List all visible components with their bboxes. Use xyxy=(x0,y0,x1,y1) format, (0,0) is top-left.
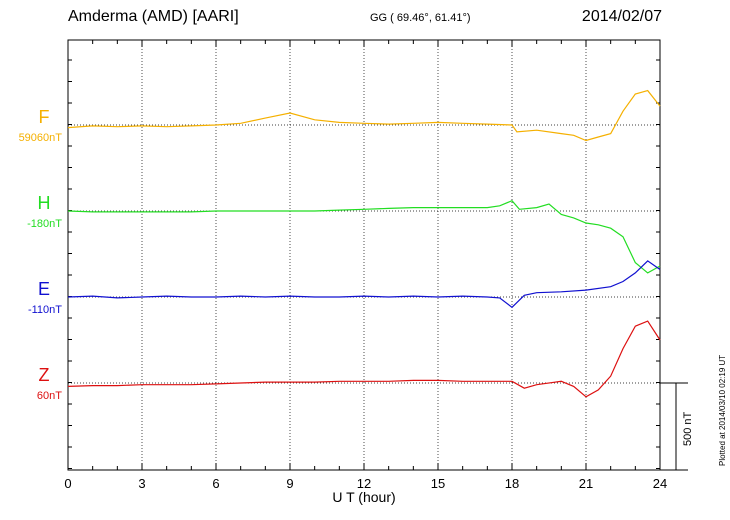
baseline-value-h: -180nT xyxy=(27,218,62,230)
series-line-h xyxy=(67,199,661,274)
series-line-e xyxy=(67,260,661,309)
component-label-e: E xyxy=(38,279,50,299)
scale-bar-label: 500 nT xyxy=(682,411,694,446)
baseline-value-e: -110nT xyxy=(28,304,62,316)
x-tick-label: 3 xyxy=(138,476,145,491)
date-label: 2014/02/07 xyxy=(581,8,662,25)
station-coordinates: GG ( 69.46°, 61.41°) xyxy=(370,12,471,24)
x-tick-label: 9 xyxy=(286,476,293,491)
baseline-value-z: 60nT xyxy=(37,390,62,402)
component-label-h: H xyxy=(38,193,51,213)
x-tick-label: 6 xyxy=(212,476,219,491)
series-line-z xyxy=(67,320,661,398)
x-tick-label: 15 xyxy=(431,476,445,491)
component-label-z: Z xyxy=(39,365,50,385)
x-tick-label: 12 xyxy=(357,476,371,491)
x-tick-label: 21 xyxy=(579,476,593,491)
series-line-f xyxy=(67,89,661,142)
plot-frame xyxy=(67,39,661,471)
x-tick-label: 18 xyxy=(505,476,519,491)
station-title: Amderma (AMD) [AARI] xyxy=(68,8,239,25)
component-label-f: F xyxy=(39,107,50,127)
x-tick-label: 0 xyxy=(64,476,71,491)
x-tick-label: 24 xyxy=(653,476,667,491)
baseline-value-f: 59060nT xyxy=(19,132,63,144)
x-axis-label: U T (hour) xyxy=(332,489,395,505)
